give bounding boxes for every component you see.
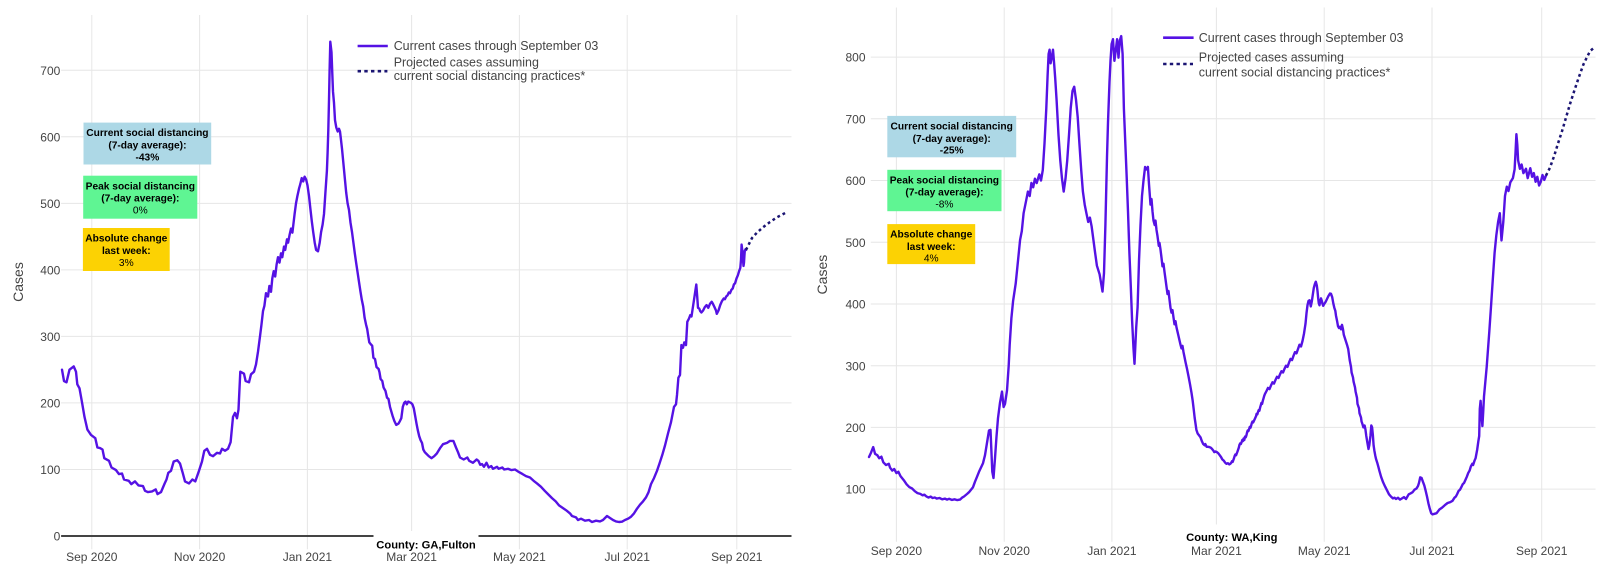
svg-text:-25%: -25% (940, 146, 964, 157)
svg-text:May 2021: May 2021 (493, 550, 546, 564)
svg-text:Sep 2021: Sep 2021 (711, 550, 763, 564)
svg-text:Nov 2020: Nov 2020 (979, 544, 1031, 558)
svg-text:May 2021: May 2021 (1298, 544, 1351, 558)
svg-text:(7-day average):: (7-day average): (108, 141, 186, 152)
svg-text:Sep 2020: Sep 2020 (871, 544, 923, 558)
svg-text:Current cases through Septembe: Current cases through September 03 (394, 39, 599, 53)
svg-text:Current cases through Septembe: Current cases through September 03 (1199, 31, 1404, 45)
svg-text:-43%: -43% (136, 152, 160, 163)
svg-text:Cases: Cases (814, 255, 830, 295)
svg-text:100: 100 (40, 463, 60, 477)
svg-text:County: WA,King: County: WA,King (1186, 532, 1278, 544)
svg-text:Projected cases assuming: Projected cases assuming (394, 56, 539, 70)
svg-text:Current social distancing: Current social distancing (86, 128, 208, 139)
svg-text:Cases: Cases (10, 262, 26, 302)
svg-text:Absolute change: Absolute change (85, 234, 167, 245)
svg-text:Current social distancing: Current social distancing (891, 121, 1013, 132)
svg-text:100: 100 (845, 483, 865, 497)
svg-text:last week:: last week: (102, 246, 151, 257)
svg-text:300: 300 (40, 330, 60, 344)
svg-text:4%: 4% (924, 254, 939, 265)
svg-text:Peak social distancing: Peak social distancing (86, 181, 195, 192)
svg-text:Projected cases assuming: Projected cases assuming (1199, 50, 1344, 64)
svg-text:3%: 3% (119, 258, 134, 269)
svg-text:-8%: -8% (935, 200, 953, 211)
svg-text:(7-day average):: (7-day average): (905, 188, 983, 199)
svg-text:700: 700 (845, 112, 865, 126)
svg-text:Peak social distancing: Peak social distancing (890, 175, 999, 186)
svg-text:300: 300 (845, 359, 865, 373)
svg-text:Jan 2021: Jan 2021 (1087, 544, 1137, 558)
svg-text:Mar 2021: Mar 2021 (386, 550, 437, 564)
svg-text:current social distancing prac: current social distancing practices* (1199, 66, 1391, 80)
svg-text:700: 700 (40, 64, 60, 78)
svg-text:County: GA,Fulton: County: GA,Fulton (376, 540, 476, 552)
svg-text:500: 500 (40, 197, 60, 211)
svg-text:400: 400 (845, 298, 865, 312)
svg-text:600: 600 (40, 130, 60, 144)
svg-text:Jul 2021: Jul 2021 (605, 550, 651, 564)
svg-text:200: 200 (845, 421, 865, 435)
svg-text:(7-day average):: (7-day average): (101, 194, 179, 205)
svg-text:Jul 2021: Jul 2021 (1409, 544, 1455, 558)
svg-text:Jan 2021: Jan 2021 (283, 550, 333, 564)
svg-text:last week:: last week: (907, 242, 956, 253)
svg-text:Absolute change: Absolute change (890, 230, 972, 241)
svg-text:800: 800 (845, 51, 865, 65)
svg-text:Nov 2020: Nov 2020 (174, 550, 226, 564)
svg-text:Sep 2020: Sep 2020 (66, 550, 118, 564)
svg-text:0: 0 (54, 530, 61, 544)
svg-text:current social distancing prac: current social distancing practices* (394, 69, 586, 83)
svg-text:400: 400 (40, 264, 60, 278)
svg-text:(7-day average):: (7-day average): (913, 134, 991, 145)
svg-text:Sep 2021: Sep 2021 (1516, 544, 1568, 558)
svg-text:0%: 0% (133, 206, 148, 217)
svg-text:600: 600 (845, 174, 865, 188)
svg-text:Mar 2021: Mar 2021 (1191, 544, 1242, 558)
svg-text:200: 200 (40, 397, 60, 411)
svg-text:500: 500 (845, 236, 865, 250)
